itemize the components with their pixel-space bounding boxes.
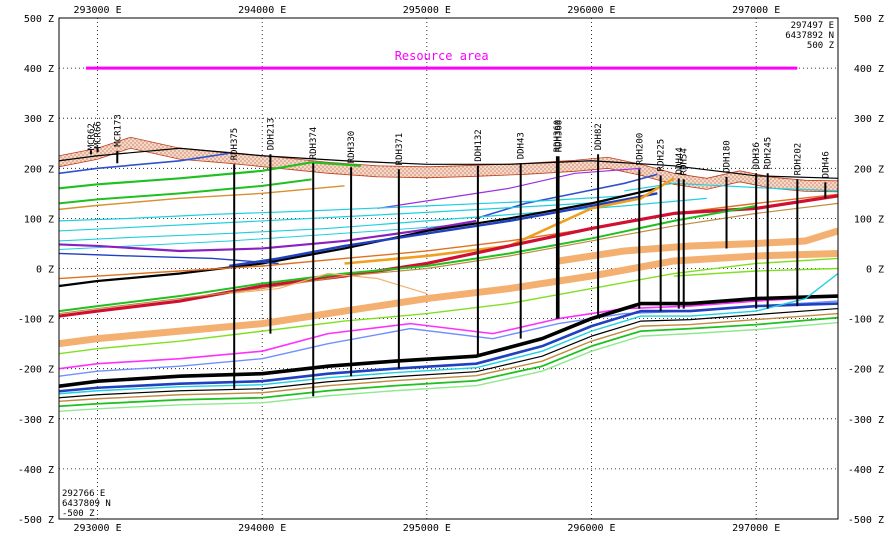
horizon-line — [59, 187, 658, 288]
horizon-line — [59, 295, 838, 370]
y-tick-label-right: 200 Z — [854, 164, 884, 175]
drillhole-label: DDH46 — [821, 151, 831, 178]
horizon-line — [558, 227, 838, 265]
drillhole-label: RDH200 — [635, 133, 645, 166]
drillhole-label: DDH132 — [474, 129, 484, 162]
y-tick-label-left: -300 Z — [18, 415, 54, 426]
resource-area-label: Resource area — [395, 49, 489, 63]
drillhole-label: RDH225 — [657, 139, 667, 172]
drillhole-label: DDH36 — [752, 142, 762, 169]
horizon-line — [59, 321, 838, 412]
horizon-line — [59, 307, 838, 399]
drillhole-label: RDH374 — [309, 127, 319, 160]
horizon-line — [229, 272, 428, 295]
horizon-line — [59, 178, 312, 205]
horizon-line — [377, 167, 641, 209]
x-tick-label-top: 294000 E — [238, 5, 286, 16]
y-tick-label-left: 0 Z — [36, 265, 54, 276]
y-tick-label-right: 400 Z — [854, 64, 884, 75]
y-tick-label-right: -100 Z — [848, 315, 884, 326]
y-tick-label-right: -400 Z — [848, 465, 884, 476]
drillhole-label: RDH360 — [553, 120, 563, 153]
drillhole-label: DDH43 — [517, 132, 527, 159]
y-tick-label-left: 100 Z — [24, 214, 54, 225]
horizon-line — [59, 193, 838, 280]
horizon-line — [59, 195, 625, 222]
x-tick-label-bottom: 293000 E — [73, 523, 121, 534]
drillhole-label: RDH371 — [395, 133, 405, 166]
drillhole-label: DDH82 — [594, 123, 604, 150]
drillhole-label: RDH375 — [230, 128, 240, 161]
drillhole-label: RDH202 — [793, 143, 803, 176]
horizon-line — [59, 302, 838, 393]
horizon-line — [59, 294, 838, 389]
x-tick-label-top: 297000 E — [732, 5, 780, 16]
drillhole-label: MCR62 — [87, 123, 97, 150]
horizon-line — [59, 197, 707, 242]
drillhole-label: DDH44 — [675, 147, 685, 174]
y-tick-label-left: -500 Z — [18, 515, 54, 526]
x-tick-label-bottom: 296000 E — [567, 523, 615, 534]
drillhole-label: RDH245 — [764, 137, 774, 170]
horizon-line — [344, 177, 675, 265]
corner-top-right-easting: 297497 E — [791, 21, 834, 31]
x-tick-label-top: 293000 E — [73, 5, 121, 16]
horizon-line — [59, 152, 230, 175]
y-tick-label-left: 500 Z — [24, 14, 54, 25]
horizon-line — [59, 202, 838, 315]
drillhole-label: RDH54 — [680, 148, 690, 175]
y-tick-label-left: 200 Z — [24, 164, 54, 175]
horizon-line — [59, 185, 345, 211]
horizon-line — [59, 147, 838, 179]
y-tick-label-left: -100 Z — [18, 315, 54, 326]
horizon-line — [59, 194, 838, 318]
y-tick-label-right: -300 Z — [848, 415, 884, 426]
horizon-line — [59, 252, 279, 265]
y-tick-label-left: 300 Z — [24, 114, 54, 125]
horizon-line — [59, 257, 838, 355]
drillhole-label: DDH180 — [723, 140, 733, 173]
corner-bottom-left-northing: 6437809 N — [62, 499, 111, 509]
drillhole-label: RDH330 — [347, 131, 357, 164]
y-tick-label-left: -400 Z — [18, 465, 54, 476]
horizon-line — [229, 192, 658, 268]
corner-bottom-left-elevation: -500 Z — [62, 509, 95, 519]
horizon-line — [476, 173, 658, 220]
corner-top-right-northing: 6437892 N — [785, 31, 834, 41]
y-tick-label-right: -200 Z — [848, 365, 884, 376]
y-tick-label-left: -200 Z — [18, 365, 54, 376]
horizon-line — [59, 272, 838, 395]
y-tick-label-right: 0 Z — [866, 265, 884, 276]
drillhole-label: RDH368 — [555, 120, 565, 153]
x-tick-label-bottom: 295000 E — [403, 523, 451, 534]
horizon-line — [59, 249, 838, 348]
horizon-line — [59, 161, 362, 190]
drillhole-label: DDH213 — [266, 118, 276, 151]
horizon-line — [59, 200, 625, 232]
y-tick-label-right: 500 Z — [854, 14, 884, 25]
horizon-line — [59, 204, 757, 313]
corner-bottom-left-easting: 292766 E — [62, 489, 105, 499]
drillhole-label: MCR173 — [113, 114, 123, 147]
x-tick-label-top: 296000 E — [567, 5, 615, 16]
grid — [59, 18, 838, 519]
x-tick-label-bottom: 294000 E — [238, 523, 286, 534]
horizon-line — [624, 182, 838, 192]
corner-top-right-elevation: 500 Z — [807, 41, 835, 51]
y-tick-label-right: -500 Z — [848, 515, 884, 526]
y-tick-label-right: 300 Z — [854, 114, 884, 125]
x-tick-label-top: 295000 E — [403, 5, 451, 16]
horizon-line — [59, 219, 477, 253]
drillhole-label: MCR66 — [94, 121, 104, 148]
y-tick-label-right: 100 Z — [854, 214, 884, 225]
topography-band — [59, 136, 838, 193]
horizon-line — [59, 312, 838, 402]
y-tick-label-left: 400 Z — [24, 64, 54, 75]
horizon-line — [59, 316, 838, 408]
x-tick-label-bottom: 297000 E — [732, 523, 780, 534]
plot-frame — [58, 17, 839, 520]
